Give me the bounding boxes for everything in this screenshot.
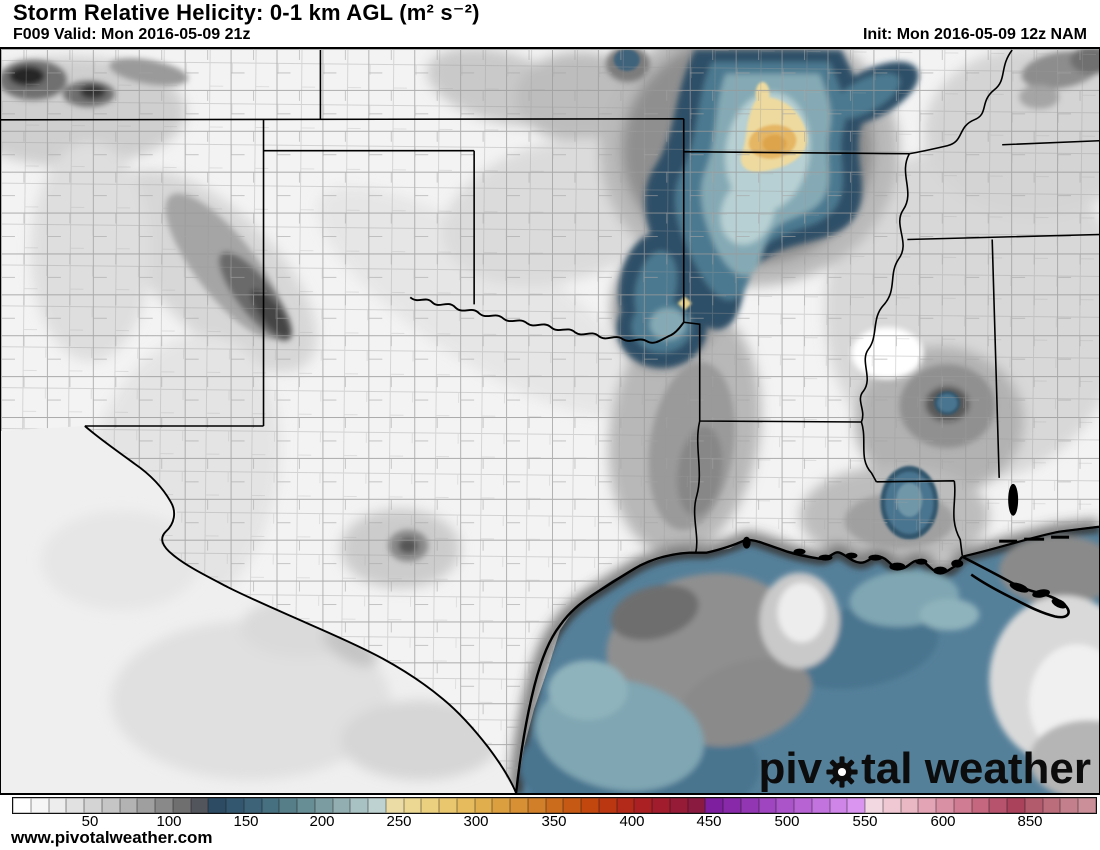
colorbar-cell [385,798,404,813]
colorbar-cell [226,798,244,813]
colorbar-cell [563,798,581,813]
colorbar-cell [208,798,226,813]
colorbar-cell [261,798,280,813]
colorbar-cell [989,798,1007,813]
init-label: Init: Mon 2016-05-09 12z NAM [862,26,1087,43]
colorbar-tick-label: 300 [463,813,489,830]
colorbar-tick-label: 200 [309,813,335,830]
colorbar-cell [829,798,848,813]
colorbar-cell [794,798,812,813]
header: Storm Relative Helicity: 0-1 km AGL (m² … [0,0,1100,47]
colorbar-cell [137,798,155,813]
colorbar-cell [776,798,794,813]
colorbar-cell [1007,798,1025,813]
weather-map-canvas: piv tal weather [0,47,1100,795]
colorbar-cell [723,798,741,813]
colorbar-cell [279,798,297,813]
colorbar-tick-label: 450 [696,813,722,830]
colorbar-tick-label: 350 [541,813,567,830]
colorbar-cell [634,798,652,813]
colorbar-tick-label: 600 [930,813,956,830]
colorbar-cell [953,798,972,813]
colorbar-cell [474,798,493,813]
colorbar-tick-label: 550 [852,813,878,830]
colorbar-cell [918,798,936,813]
colorbar-tick-label: 50 [81,813,99,830]
colorbar-cell [598,798,617,813]
colorbar-cell [421,798,439,813]
logo-text-right: tal weather [861,744,1091,793]
colorbar-cell [652,798,670,813]
colorbar [12,797,1097,814]
colorbar-cell [936,798,954,813]
logo-text-left: piv [758,744,823,793]
colorbar-cell [581,798,599,813]
colorbar-cell [456,798,475,813]
colorbar-cell [865,798,883,813]
colorbar-cell [811,798,830,813]
colorbar-cell [48,798,67,813]
colorbar-cell [155,798,173,813]
colorbar-cell [84,798,102,813]
colorbar-cell [1042,798,1061,813]
colorbar-cell [527,798,546,813]
colorbar-cell [545,798,564,813]
colorbar-cell [900,798,919,813]
colorbar-cell [314,798,333,813]
marsh-and-delta-blobs [742,483,1070,609]
colorbar-cell [687,798,706,813]
forecast-valid-label: F009 Valid: Mon 2016-05-09 21z [13,26,251,43]
colorbar-cell [705,798,723,813]
colorbar-tick-label: 400 [619,813,645,830]
colorbar-cell [243,798,262,813]
colorbar-cell [30,798,49,813]
colorbar-cell [101,798,120,813]
colorbar-tick-label: 850 [1017,813,1043,830]
colorbar-cell [492,798,510,813]
colorbar-cell [758,798,777,813]
colorbar-cell [1078,798,1096,813]
colorbar-cell [1024,798,1043,813]
colorbar-cell [616,798,635,813]
colorbar-tick-label: 500 [774,813,800,830]
colorbar-cell [510,798,528,813]
colorbar-tick-labels: 50 100 150 200 250 300 350 400 450 500 550 600 850 [0,813,1100,833]
colorbar-cell [403,798,422,813]
colorbar-tick-label: 150 [233,813,259,830]
coastline [514,483,1099,793]
basemap-svg [1,49,1099,793]
colorbar-cell [119,798,138,813]
colorbar-cell [368,798,386,813]
colorbar-tick-label: 100 [156,813,182,830]
state-borders [1,49,1099,793]
colorbar-cell [882,798,901,813]
colorbar-cell [847,798,865,813]
page-title: Storm Relative Helicity: 0-1 km AGL (m² … [13,0,480,25]
colorbar-cell [740,798,759,813]
colorbar-cell [13,798,31,813]
colorbar-cell [350,798,368,813]
website-watermark: www.pivotalweather.com [11,828,213,847]
colorbar-cell [66,798,84,813]
colorbar-cell [190,798,209,813]
colorbar-cell [172,798,191,813]
colorbar-cell [1060,798,1078,813]
colorbar-cell [669,798,688,813]
gear-icon [826,756,858,788]
colorbar-cell [439,798,457,813]
pivotal-weather-logo: piv tal weather [759,747,1091,791]
colorbar-tick-label: 250 [386,813,412,830]
colorbar-cell [332,798,351,813]
colorbar-cell [971,798,990,813]
colorbar-cell [297,798,315,813]
